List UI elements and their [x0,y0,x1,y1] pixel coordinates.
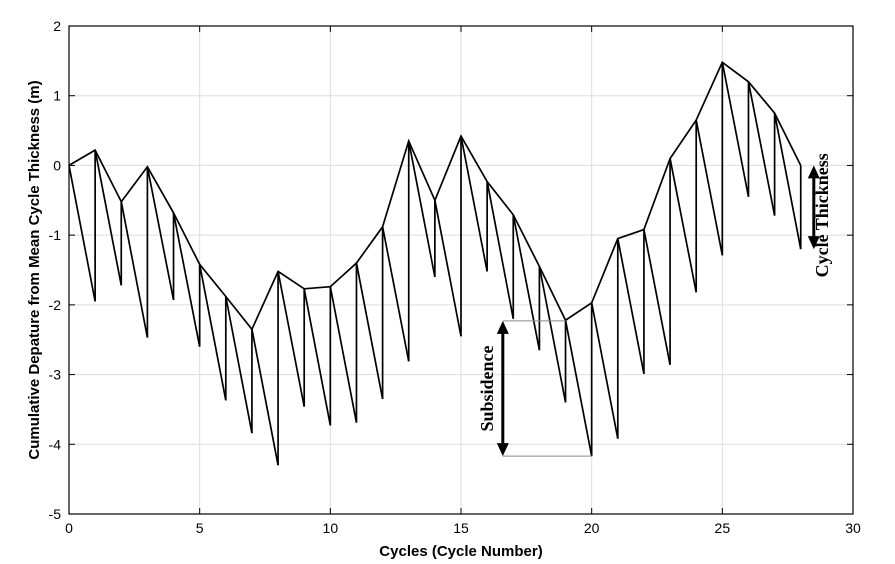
annotation-arrow-head-down [807,236,820,250]
cycle-diagonal-line [277,271,306,407]
cumulative-departure-line [68,60,802,331]
cycle-diagonal-line [695,119,724,256]
cycle-diagonal-line [224,296,253,434]
y-tick-label: 0 [53,157,61,173]
y-tick-label: -5 [49,506,62,522]
cycle-diagonal-line [381,226,410,362]
cycle-diagonal-line [538,266,567,403]
cycle-diagonal-line [120,201,149,338]
x-tick-label: 5 [196,520,204,536]
cycle-diagonal-line [172,212,201,347]
ticks: 0 5 10 15 20 25 30 -5 -4 -3 -2 -1 0 1 2 [49,18,861,536]
cycle-diagonal-line [643,229,671,365]
y-tick-label: -3 [49,367,62,383]
x-tick-label: 0 [65,520,73,536]
cycle-diagonal-line [721,62,750,197]
y-tick-label: 2 [53,18,61,34]
cycle-diagonal-line [303,288,332,426]
cycle-diagonal-line [251,329,279,466]
annotation-arrow-head-up [496,320,509,334]
cycle-diagonal-line [68,165,96,302]
cycle-diagonal-line [407,140,436,278]
cycle-series [68,60,802,466]
cycle-diagonal-line [434,200,462,337]
x-axis-label: Cycles (Cycle Number) [379,543,542,560]
y-tick-label: -1 [49,227,62,243]
y-tick-label: 1 [53,88,61,104]
cycle-diagonal-line [329,286,358,423]
cycle-diagonal-line [564,320,593,457]
cycle-diagonal-line [512,214,541,351]
cycle-diagonal-line [773,112,802,250]
annotations: Subsidence Cycle Thickness [477,153,832,457]
cycle-diagonal-line [486,181,515,319]
x-tick-label: 30 [845,520,861,536]
y-tick-label: -4 [49,436,62,452]
cycle-diagonal-line [460,135,488,272]
cycle-diagonal-line [590,302,619,439]
annotation-arrow-head-up [807,165,820,179]
cycle-diagonal-line [616,238,645,375]
annotation-arrow-head-down [496,443,509,457]
cycle-diagonal-line [747,81,776,216]
x-tick-label: 25 [715,520,731,536]
y-axis-label: Cumulative Depature from Mean Cycle Thic… [26,80,43,459]
x-tick-label: 10 [323,520,339,536]
x-tick-label: 15 [453,520,469,536]
cycle-diagonal-line [198,264,227,401]
subsidence-label: Subsidence [477,345,497,431]
cycle-diagonal-line [355,262,384,400]
y-tick-label: -2 [49,297,62,313]
x-tick-label: 20 [584,520,600,536]
cycle-thickness-label: Cycle Thickness [812,153,832,277]
cycle-diagonal-line [94,149,123,286]
cycle-diagonal-line [669,158,698,293]
cycle-diagonal-line [146,166,175,301]
